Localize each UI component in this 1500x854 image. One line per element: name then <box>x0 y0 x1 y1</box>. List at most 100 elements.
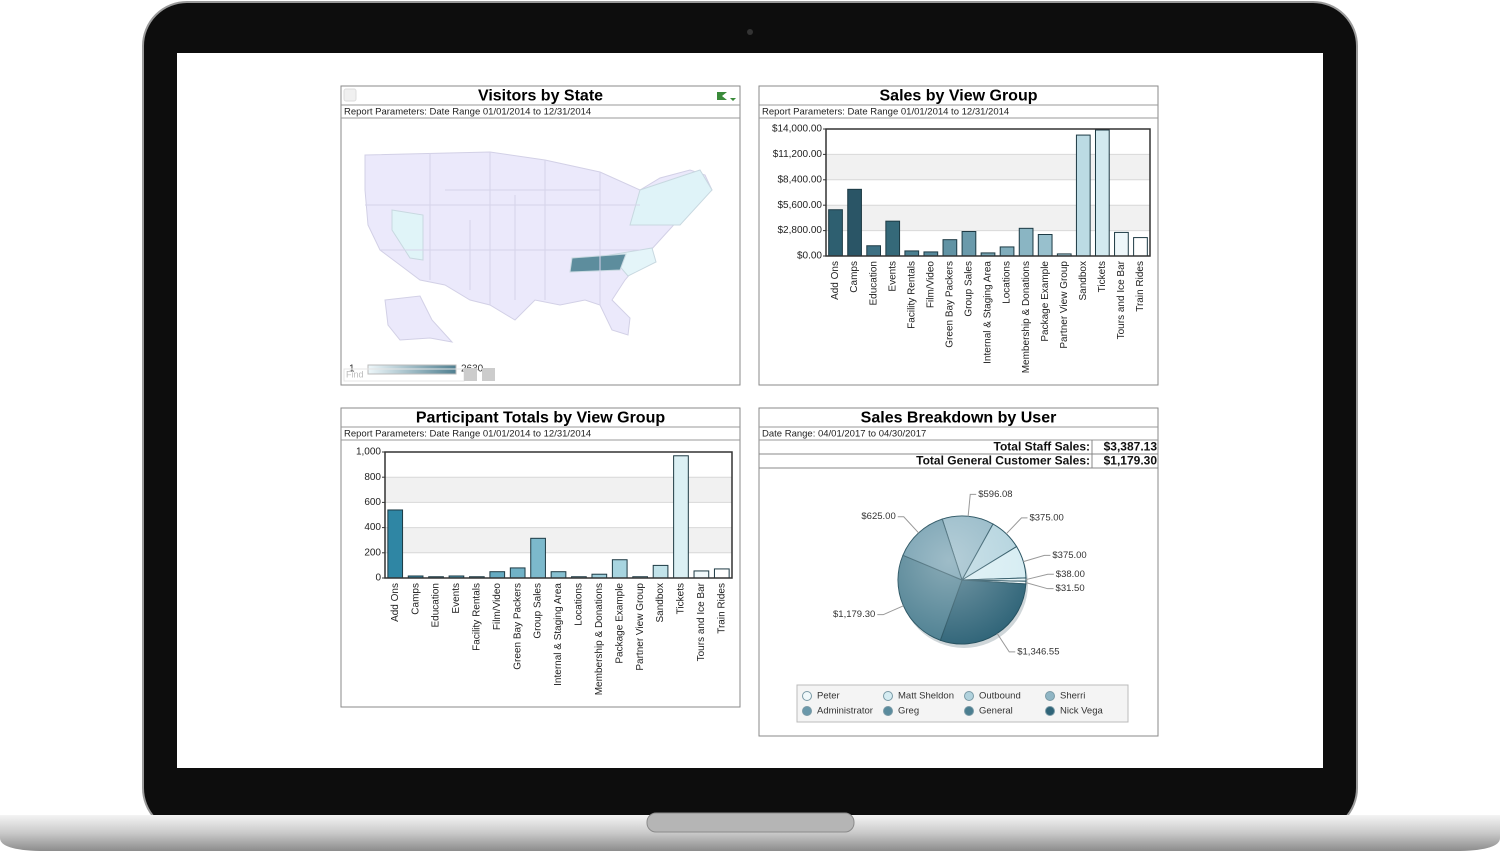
map-pan-button[interactable] <box>464 368 477 381</box>
bar <box>550 571 567 579</box>
map-highlight <box>629 169 713 226</box>
bar <box>1075 134 1091 257</box>
legend-label: Outbound <box>979 691 1021 702</box>
slice-label: $31.50 <box>1056 583 1085 594</box>
panel-title: Sales by View Group <box>880 88 1038 105</box>
map-pan-button[interactable] <box>482 368 495 381</box>
leader-line <box>996 633 1016 653</box>
bar <box>1114 231 1129 257</box>
legend-swatch <box>883 706 893 716</box>
y-tick-label: 800 <box>364 472 381 483</box>
x-tick-label: Facility Rentals <box>471 583 482 651</box>
legend-swatch <box>802 706 812 716</box>
bar <box>961 231 977 257</box>
x-tick-label: Events <box>887 261 898 292</box>
bar <box>713 568 730 579</box>
legend-swatch <box>1045 691 1055 701</box>
x-tick-label: Membership & Donations <box>594 583 605 695</box>
legend-label: Administrator <box>817 706 873 717</box>
y-tick-label: 600 <box>364 497 381 508</box>
bar <box>999 246 1015 257</box>
x-tick-label: Film/Video <box>492 583 503 630</box>
leader-line <box>967 493 977 517</box>
leader-line <box>1005 517 1028 535</box>
x-tick-label: Events <box>451 583 462 614</box>
x-tick-label: Green Bay Packers <box>945 261 956 348</box>
leader-line <box>1025 582 1054 590</box>
x-tick-label: Membership & Donations <box>1021 261 1032 373</box>
legend-label: Matt Sheldon <box>898 691 954 702</box>
legend-swatch <box>964 691 974 701</box>
summary-label: Total Staff Sales: <box>994 440 1090 454</box>
plot-frame <box>825 128 1151 257</box>
panel-subtitle: Report Parameters: Date Range 01/01/2014… <box>762 107 1009 118</box>
leader-line <box>897 516 920 534</box>
x-tick-label: Camps <box>410 583 421 615</box>
y-tick-label: 200 <box>364 547 381 558</box>
slice-label: $38.00 <box>1056 569 1085 580</box>
plot-frame <box>384 451 733 579</box>
legend-label: Peter <box>817 691 840 702</box>
map-highlight <box>391 209 424 261</box>
bar <box>828 209 843 257</box>
x-tick-label: Internal & Staging Area <box>983 261 994 364</box>
map-alaska <box>384 295 454 343</box>
bar <box>509 567 526 579</box>
bar <box>489 571 506 579</box>
y-tick-label: $11,200.00 <box>773 149 823 160</box>
x-tick-label: Add Ons <box>390 583 401 622</box>
x-tick-label: Tours and Ice Bar <box>1116 260 1127 339</box>
x-tick-label: Partner View Group <box>1059 261 1070 349</box>
panel-title: Sales Breakdown by User <box>861 410 1057 427</box>
bar <box>673 455 689 579</box>
bar <box>1018 227 1034 257</box>
y-tick-label: $14,000.00 <box>772 124 822 135</box>
bar <box>530 537 546 579</box>
legend-label: Greg <box>898 706 919 717</box>
laptop-notch <box>646 812 855 833</box>
laptop-base <box>0 815 1500 851</box>
x-tick-label: Green Bay Packers <box>512 583 523 670</box>
x-tick-label: Add Ons <box>830 261 841 300</box>
legend-swatch <box>1045 706 1055 716</box>
y-tick-label: $2,800.00 <box>778 225 823 236</box>
bar <box>1037 234 1053 257</box>
bar <box>693 570 710 579</box>
panel-subtitle: Date Range: 04/01/2017 to 04/30/2017 <box>762 429 926 440</box>
x-tick-label: Tickets <box>676 583 687 614</box>
panel-icon <box>343 88 357 102</box>
bar <box>387 509 404 579</box>
panel-subtitle: Report Parameters: Date Range 01/01/2014… <box>344 107 591 118</box>
x-tick-label: Tickets <box>1097 261 1108 292</box>
camera <box>747 29 753 35</box>
panel-subtitle: Report Parameters: Date Range 01/01/2014… <box>344 429 591 440</box>
x-tick-label: Education <box>868 261 879 305</box>
y-tick-label: $5,600.00 <box>778 200 823 211</box>
slice-label: $625.00 <box>861 511 895 522</box>
slice-label: $375.00 <box>1052 550 1086 561</box>
legend-swatch <box>883 691 893 701</box>
x-tick-label: Internal & Staging Area <box>553 583 564 686</box>
y-tick-label: 400 <box>364 522 381 533</box>
y-tick-label: $0.00 <box>797 251 822 262</box>
legend-label: Nick Vega <box>1060 706 1103 717</box>
x-tick-label: Sandbox <box>1078 261 1089 300</box>
legend-swatch <box>964 706 974 716</box>
bar <box>611 559 628 579</box>
bar <box>885 220 901 257</box>
legend-label: General <box>979 706 1013 717</box>
export-button[interactable] <box>717 92 736 101</box>
bar <box>904 250 920 257</box>
y-tick-label: 0 <box>375 573 381 584</box>
bar <box>942 239 958 257</box>
x-tick-label: Locations <box>574 583 585 626</box>
x-tick-label: Locations <box>1002 261 1013 304</box>
summary-value: $1,179.30 <box>1104 454 1158 468</box>
bar <box>1133 237 1148 257</box>
leader-line <box>1023 554 1051 563</box>
bar <box>1094 129 1110 257</box>
leader-line <box>1025 573 1054 581</box>
x-tick-label: Tours and Ice Bar <box>696 582 707 661</box>
y-tick-label: $8,400.00 <box>778 174 823 185</box>
